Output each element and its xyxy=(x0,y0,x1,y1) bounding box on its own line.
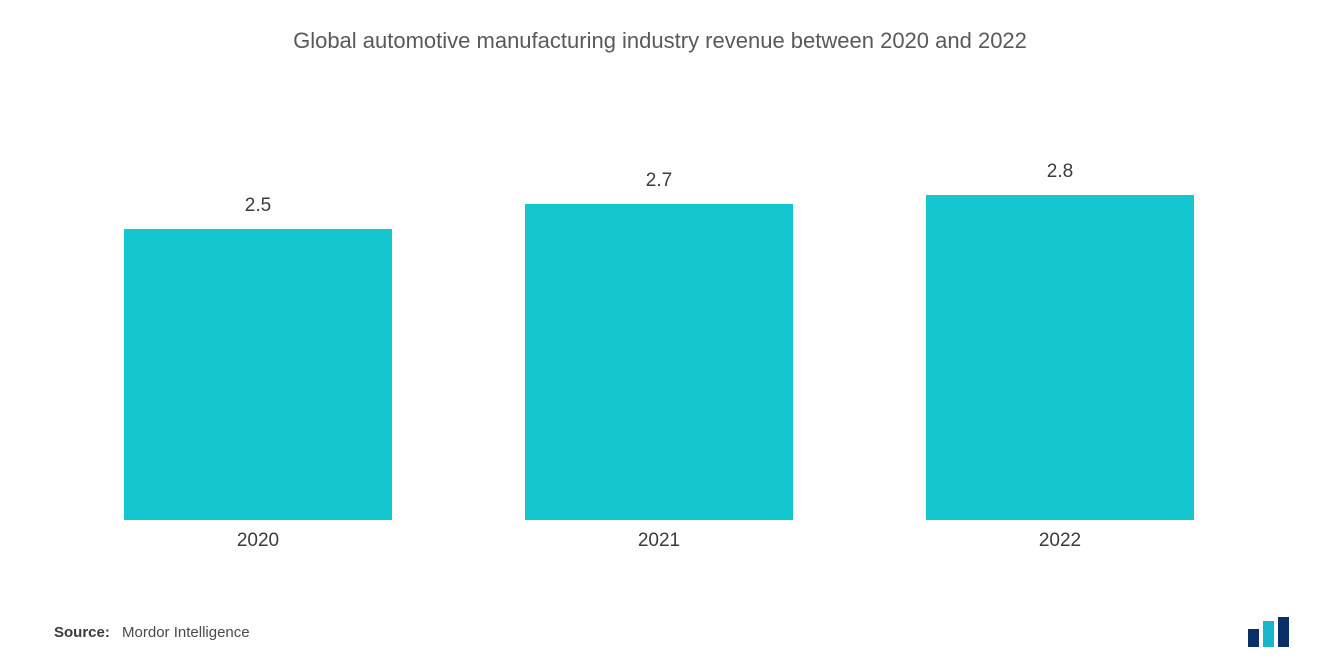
bar-group-2022: 2.8 2022 xyxy=(926,195,1194,520)
bar-2021 xyxy=(525,204,793,520)
bar-2022 xyxy=(926,195,1194,520)
chart-title: Global automotive manufacturing industry… xyxy=(0,0,1320,54)
bar-category-label: 2022 xyxy=(926,520,1194,552)
bar-group-2021: 2.7 2021 xyxy=(525,204,793,520)
bar-value-label: 2.8 xyxy=(926,161,1194,183)
source-label: Source: xyxy=(54,624,110,641)
bar-2020 xyxy=(124,229,392,520)
bar-category-label: 2021 xyxy=(525,520,793,552)
bar-category-label: 2020 xyxy=(124,520,392,552)
chart-container: Global automotive manufacturing industry… xyxy=(0,0,1320,665)
plot-area: 2.5 2020 2.7 2021 2.8 2022 xyxy=(90,120,1230,520)
source-text: Mordor Intelligence xyxy=(122,624,250,641)
bar-value-label: 2.7 xyxy=(525,170,793,192)
source-footer: Source: Mordor Intelligence xyxy=(54,624,250,641)
bar-group-2020: 2.5 2020 xyxy=(124,229,392,520)
mordor-logo-icon xyxy=(1246,617,1292,647)
bar-value-label: 2.5 xyxy=(124,195,392,217)
